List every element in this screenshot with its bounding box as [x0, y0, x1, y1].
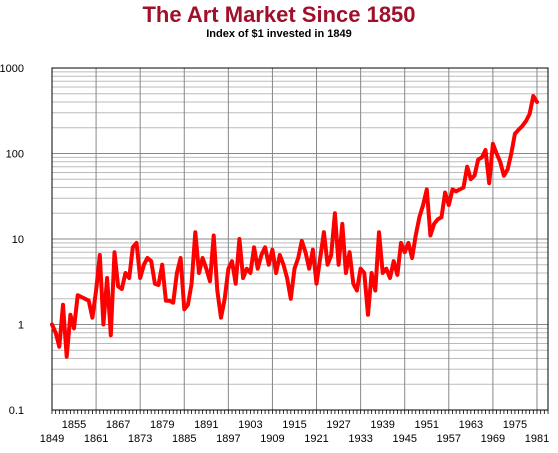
x-tick-label: 1879 [150, 419, 174, 431]
x-tick-labels: 1855 1867 1879 1891 1903 1915 1927 1939 1951 1963… [40, 419, 549, 445]
x-tick-label: 1861 [84, 433, 108, 445]
x-tick-label: 1897 [216, 433, 240, 445]
x-tick-label: 1939 [370, 419, 394, 431]
plot-frame [51, 67, 549, 411]
x-tick-label: 1975 [503, 419, 527, 431]
grid-lines [52, 68, 548, 411]
x-tick-label: 1891 [194, 419, 218, 431]
y-tick-label: 1000 [0, 63, 24, 75]
y-tick-label: 10 [12, 234, 24, 246]
x-tick-label: 1963 [459, 419, 483, 431]
x-tick-label: 1933 [348, 433, 372, 445]
x-tick-label: 1855 [62, 419, 86, 431]
y-tick-label: 1 [18, 320, 24, 332]
x-tick-marks [51, 410, 549, 414]
y-tick-label: 100 [6, 149, 24, 161]
y-tick-labels: 1000 100 10 1 0.1 [0, 63, 24, 417]
series-line [50, 94, 539, 359]
x-tick-label: 1927 [326, 419, 350, 431]
chart-subtitle: Index of $1 invested in 1849 [206, 28, 352, 40]
x-tick-label: 1849 [40, 433, 64, 445]
x-tick-label: 1885 [172, 433, 196, 445]
x-tick-label: 1969 [481, 433, 505, 445]
x-tick-label: 1951 [415, 419, 439, 431]
x-tick-label: 1903 [238, 419, 262, 431]
x-tick-label: 1945 [392, 433, 416, 445]
y-tick-label: 0.1 [9, 405, 24, 417]
x-tick-label: 1867 [106, 419, 130, 431]
x-tick-label: 1873 [128, 433, 152, 445]
x-tick-label: 1981 [525, 433, 549, 445]
x-tick-label: 1957 [437, 433, 461, 445]
chart-title: The Art Market Since 1850 [142, 2, 416, 27]
x-tick-label: 1915 [282, 419, 306, 431]
x-tick-label: 1909 [260, 433, 284, 445]
x-tick-label: 1921 [304, 433, 328, 445]
